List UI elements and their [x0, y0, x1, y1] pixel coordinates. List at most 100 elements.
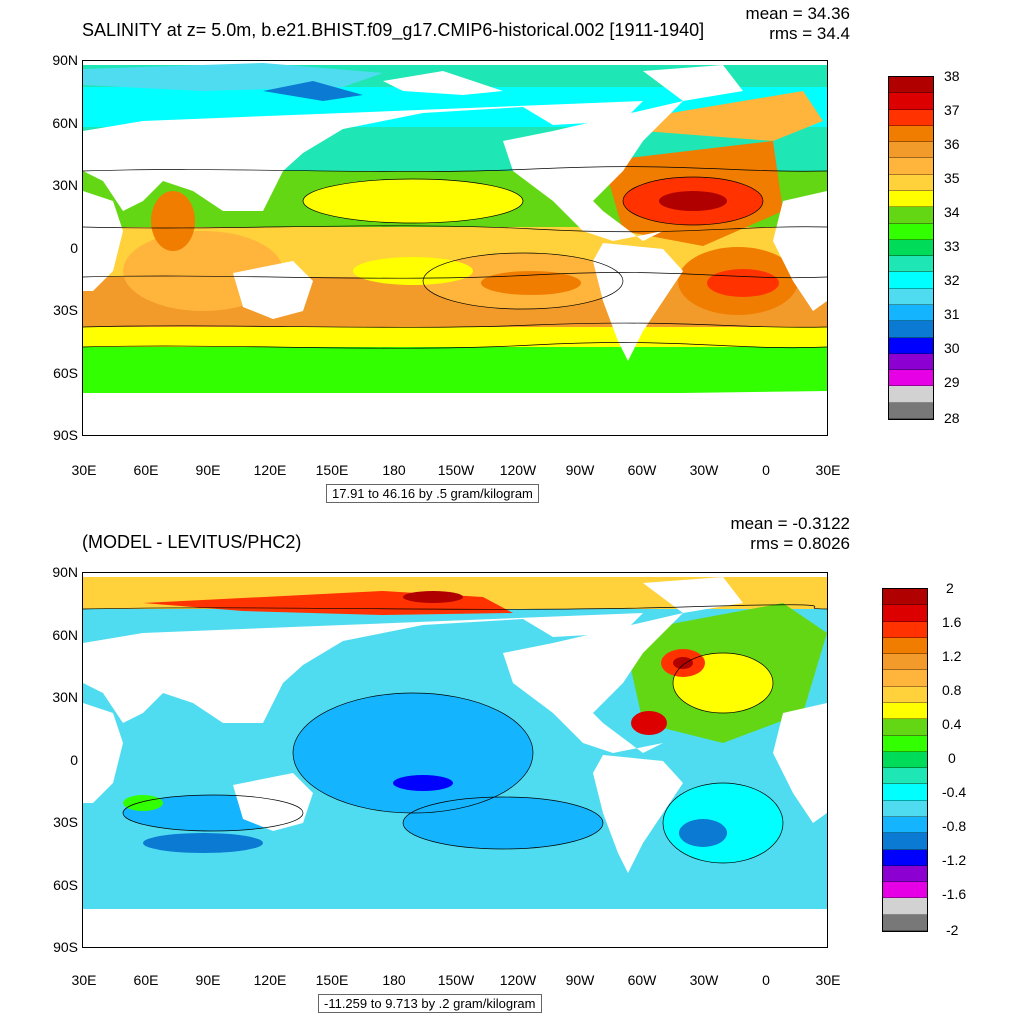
south-atlantic-fresh	[679, 819, 727, 847]
colorbar-swatch	[889, 190, 933, 208]
colorbar-swatch	[883, 751, 927, 769]
top-panel-stats: mean = 34.36 rms = 34.4	[660, 4, 850, 44]
colorbar-swatch	[889, 370, 933, 387]
bottom-colorbar	[882, 588, 928, 932]
colorbar-swatch	[889, 402, 933, 419]
top-xtick: 60W	[627, 462, 657, 478]
bottom-panel-mean: mean = -0.3122	[730, 514, 850, 533]
colorbar-swatch	[883, 702, 927, 720]
bottom-ytick: 90N	[52, 564, 78, 580]
top-xtick: 0	[762, 462, 770, 478]
north-america	[503, 101, 683, 241]
bottom-colorbar-label: -1.2	[942, 852, 967, 868]
south-pacific-core	[481, 271, 581, 295]
colorbar-swatch	[883, 605, 927, 622]
contour-lines	[83, 604, 827, 864]
top-ytick: 60N	[52, 115, 78, 131]
bottom-xtick: 180	[382, 972, 406, 988]
bottom-ytick: 60S	[53, 877, 78, 893]
colorbar-swatch	[883, 784, 927, 801]
colorbar-swatch	[889, 158, 933, 175]
australia	[233, 773, 313, 831]
colorbar-swatch	[889, 337, 933, 354]
top-colorbar-label: 37	[944, 102, 960, 118]
colorbar-swatch	[889, 353, 933, 371]
top-xtick: 30E	[815, 462, 841, 478]
bottom-panel-rms: rms = 0.8026	[750, 534, 850, 553]
top-xtick: 180	[382, 462, 406, 478]
bottom-xtick: 150E	[315, 972, 349, 988]
africa-east	[773, 703, 827, 823]
colorbar-swatch	[889, 239, 933, 257]
greenland	[643, 577, 743, 613]
colorbar-swatch	[889, 304, 933, 322]
bottom-colorbar-label: -2	[946, 922, 959, 938]
top-xtick: 30E	[71, 462, 97, 478]
land-masses	[83, 577, 827, 947]
top-panel-mean: mean = 34.36	[745, 4, 850, 23]
bottom-xtick: 0	[762, 972, 770, 988]
colorbar-swatch	[889, 77, 933, 94]
pacific-fresh-anomaly	[293, 693, 533, 813]
bottom-xtick: 90E	[195, 972, 221, 988]
top-colorbar-label: 28	[944, 410, 960, 426]
colorbar-swatch	[883, 816, 927, 834]
top-ytick: 90S	[53, 427, 78, 443]
bottom-ytick: 90S	[53, 939, 78, 955]
top-colorbar-label: 38	[944, 68, 960, 84]
bottom-xtick: 90W	[565, 972, 595, 988]
colorbar-swatch	[889, 223, 933, 240]
colorbar-swatch	[883, 865, 927, 883]
bottom-xtick: 30E	[71, 972, 97, 988]
bottom-ytick: 0	[70, 752, 78, 768]
north-atlantic-core	[659, 191, 727, 211]
siberian-fresh-shelf	[263, 81, 363, 101]
pacific-strong-fresh	[393, 775, 453, 791]
eurasia	[83, 613, 643, 723]
bottom-ytick: 30N	[52, 689, 78, 705]
bottom-colorbar-label: -0.4	[942, 784, 967, 800]
colorbar-swatch	[883, 849, 927, 866]
contour-lines	[83, 166, 827, 349]
colorbar-swatch	[889, 93, 933, 110]
colorbar-swatch	[889, 288, 933, 305]
top-colorbar-label: 34	[944, 204, 960, 220]
colorbar-swatch	[889, 207, 933, 224]
bottom-ytick: 30S	[53, 814, 78, 830]
antarctica	[83, 391, 827, 435]
top-colorbar-label: 33	[944, 238, 960, 254]
south-atlantic-max	[707, 269, 779, 297]
colorbar-swatch	[889, 256, 933, 273]
colorbar-swatch	[883, 800, 927, 817]
colorbar-swatch	[883, 735, 927, 752]
colorbar-swatch	[883, 686, 927, 703]
south-pacific-anomaly	[403, 797, 603, 849]
top-ytick: 60S	[53, 365, 78, 381]
australia	[233, 261, 313, 319]
southern-ocean-band	[83, 347, 827, 393]
colorbar-swatch	[883, 670, 927, 687]
colorbar-swatch	[883, 882, 927, 899]
bottom-colorbar-label: 0	[948, 750, 956, 766]
norwegian-sea	[623, 91, 823, 141]
central-pacific-fresh	[353, 257, 473, 285]
top-xtick: 120W	[499, 462, 537, 478]
south-temperate-band	[83, 327, 827, 347]
top-panel-title: SALINITY at z= 5.0m, b.e21.BHIST.f09_g17…	[82, 20, 705, 40]
bottom-colorbar-label: -0.8	[942, 818, 967, 834]
colorbar-swatch	[889, 272, 933, 289]
colorbar-swatch	[883, 654, 927, 671]
south-america	[593, 755, 683, 873]
gulf-stream-core	[673, 657, 693, 669]
bottom-difference-map	[83, 573, 827, 947]
south-atlantic-anomaly	[663, 783, 783, 863]
bottom-xtick: 120E	[253, 972, 287, 988]
top-colorbar-label: 32	[944, 272, 960, 288]
top-xtick: 150E	[315, 462, 349, 478]
top-colorbar	[888, 76, 934, 420]
top-colorbar-label: 30	[944, 340, 960, 356]
top-xtick: 90E	[195, 462, 221, 478]
bottom-colorbar-label: 1.6	[942, 614, 962, 630]
top-ytick: 0	[70, 240, 78, 256]
colorbar-swatch	[889, 142, 933, 159]
